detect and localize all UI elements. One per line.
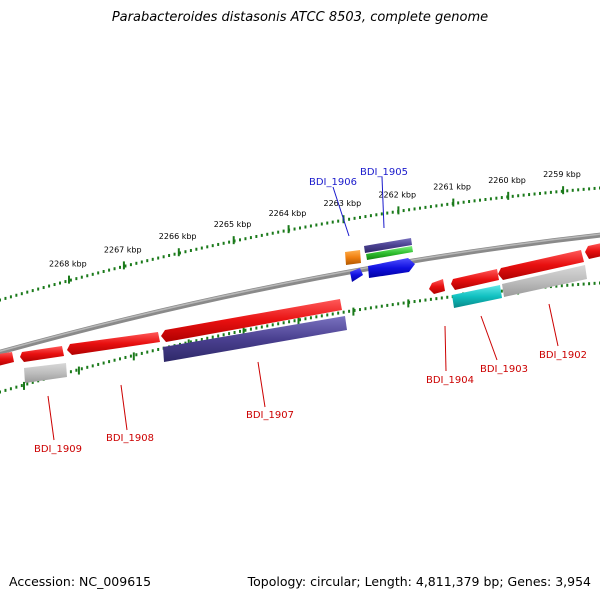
gene-label-bdi-1909[interactable]: BDI_1909 [34,444,82,455]
gene-labels: BDI_1909 BDI_1908 BDI_1907 BDI_1906 BDI_… [34,167,587,455]
scale-tick-label: 2260 kbp [488,176,526,185]
gene-bar-grey-1909[interactable] [24,363,67,383]
accession-text: Accession: NC_009615 [9,574,152,589]
scale-tick-label: 2263 kbp [324,199,362,208]
scale-tick-label: 2259 kbp [543,170,581,179]
gene-label-bdi-1905[interactable]: BDI_1905 [360,167,408,178]
scale-tick-labels: 2268 kbp 2267 kbp 2266 kbp 2265 kbp 2264 kbp… [49,170,581,268]
scale-tick-label: 2268 kbp [49,260,87,269]
label-leaders [47,176,559,441]
genome-backbone-highlight [0,233,600,353]
gene-bar-purple-1907[interactable] [163,316,347,362]
forward-strand-genes [0,238,600,366]
gene-bar-cyan-1903[interactable] [452,285,502,308]
topology-text: Topology: circular; Length: 4,811,379 bp… [247,574,591,589]
gene-bar-bdi-1905-green[interactable] [366,246,413,260]
scale-ring-outer [0,186,600,302]
scale-tick-label: 2264 kbp [269,209,307,218]
gene-bar-bdi-1905[interactable] [368,258,415,278]
gene-label-bdi-1908[interactable]: BDI_1908 [106,433,154,444]
gene-bar-bdi-1906[interactable] [345,250,361,265]
scale-tick-label: 2261 kbp [433,183,471,192]
scale-tick-label: 2265 kbp [214,220,252,229]
gene-bar-bdi-1902[interactable] [498,250,584,280]
gene-label-bdi-1907[interactable]: BDI_1907 [246,410,294,421]
scale-tick-label: 2262 kbp [378,190,416,199]
gene-bar-bdi-1908[interactable] [67,332,160,355]
gene-bar-bdi-1903-fwd[interactable] [451,269,499,290]
scale-tick-label: 2266 kbp [159,232,197,241]
scale-tick-label: 2267 kbp [104,245,142,254]
gene-bar-bdi-1909[interactable] [0,352,14,366]
reverse-strand-genes [24,265,587,383]
gene-label-bdi-1906[interactable]: BDI_1906 [309,177,357,188]
gene-bar-edge[interactable] [585,243,600,259]
gene-label-bdi-1904[interactable]: BDI_1904 [426,375,474,386]
gene-label-bdi-1902[interactable]: BDI_1902 [539,350,587,361]
gene-bar-bdi-1905-purple[interactable] [364,238,412,253]
gene-bar-bdi-1907-fwd[interactable] [161,299,342,342]
map-title: Parabacteroides distasonis ATCC 8503, co… [111,10,489,25]
gene-bar-bdi-1904[interactable] [429,279,445,294]
gene-label-bdi-1903[interactable]: BDI_1903 [480,364,528,375]
genome-backbone [0,232,600,355]
gene-bar-grey-1902[interactable] [502,265,587,297]
gene-bar-bdi-1906b[interactable] [350,268,363,282]
gene-bar-bdi-1909b[interactable] [20,346,64,362]
